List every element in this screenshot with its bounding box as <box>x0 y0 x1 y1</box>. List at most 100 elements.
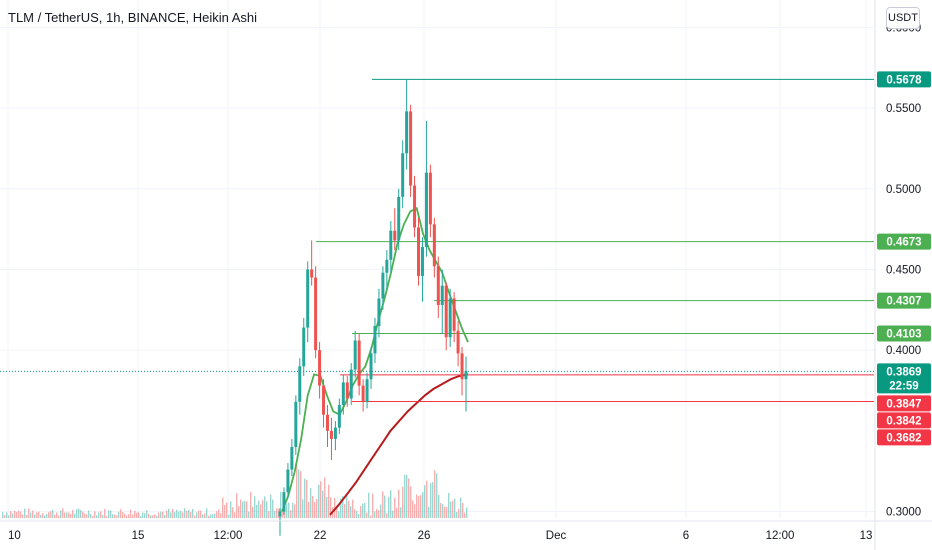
x-tick-label: 12:00 <box>214 530 243 542</box>
candle-body <box>373 325 377 354</box>
volume-bar <box>146 510 148 518</box>
volume-bar <box>188 509 190 518</box>
volume-bar <box>42 513 44 518</box>
price-tags: 0.5678 0.4673 0.4307 0.4103 0.3869 22:59 0.384… <box>877 71 931 446</box>
volume-bar <box>82 511 84 518</box>
volume-bar <box>130 509 132 518</box>
volume-bar <box>92 515 94 518</box>
volume-bar <box>356 511 358 518</box>
candle-body <box>464 371 468 380</box>
volume-bar <box>116 515 118 518</box>
volume-bar <box>276 508 278 518</box>
volume-bar <box>336 505 338 518</box>
volume-bar <box>132 514 134 518</box>
volume-bar <box>236 493 238 518</box>
volume-bar <box>382 491 384 518</box>
volume-bar <box>24 508 26 518</box>
volume-bar <box>414 504 416 518</box>
volume-bar <box>280 491 282 518</box>
volume-bar <box>96 515 98 518</box>
currency-button[interactable]: USDT <box>886 7 920 29</box>
volume-bar <box>150 515 152 518</box>
volume-bar <box>160 511 162 518</box>
volume-bar <box>226 502 228 518</box>
volume-bar <box>124 513 126 518</box>
volume-bar <box>460 497 462 518</box>
volume-bar <box>394 497 396 518</box>
price-tag-label: 0.3842 <box>886 415 921 427</box>
volume-bar <box>12 513 14 518</box>
volume-bar <box>390 490 392 518</box>
candle-body <box>322 385 326 415</box>
volume-bar <box>334 497 336 518</box>
volume-bar <box>428 507 430 518</box>
price-tag <box>877 325 931 342</box>
candle-body <box>377 298 381 326</box>
volume-bar <box>330 497 332 518</box>
volume-bar <box>80 510 82 518</box>
volume-bar <box>256 504 258 518</box>
volume-bar <box>50 511 52 518</box>
x-tick-label: Dec <box>546 530 567 542</box>
volume-bar <box>378 510 380 518</box>
candle-body <box>349 369 353 399</box>
volume-bar <box>344 503 346 518</box>
volume-bar <box>370 515 372 518</box>
volume-bar <box>134 511 136 518</box>
volume-bar <box>78 508 80 518</box>
volume-bar <box>262 500 264 518</box>
volume-bar <box>454 498 456 518</box>
volume-bar <box>272 499 274 518</box>
volume-bar <box>32 510 34 518</box>
candle-body <box>456 330 460 354</box>
x-tick-label: 6 <box>683 530 689 542</box>
candle-body <box>444 285 448 338</box>
x-tick-label: 12:00 <box>766 530 795 542</box>
volume-bar <box>10 511 12 518</box>
volume-bar <box>300 471 302 518</box>
volume-bar <box>16 512 18 518</box>
candle-body <box>397 196 401 241</box>
volume-bar <box>138 512 140 518</box>
volume-bar <box>88 510 90 518</box>
x-tick-label: 10 <box>8 530 21 542</box>
ma-slow-line <box>329 373 469 516</box>
volume-bar <box>56 512 58 518</box>
volume-bar <box>466 507 468 518</box>
volume-bar <box>152 515 154 518</box>
price-tag-label: 22:59 <box>889 380 918 392</box>
candle-body <box>417 227 421 276</box>
chart-title: TLM / TetherUS, 1h, BINANCE, Heikin Ashi <box>8 10 258 25</box>
volume-bar <box>14 510 16 518</box>
price-tag <box>877 429 931 446</box>
volume-bar <box>422 492 424 518</box>
volume-bar <box>148 513 150 518</box>
volume-bar <box>408 478 410 518</box>
volume-bar <box>70 513 72 518</box>
volume-bar <box>452 500 454 518</box>
volume-bar <box>174 512 176 518</box>
volume-bar <box>372 493 374 518</box>
volume-bar <box>224 504 226 518</box>
volume-bar <box>252 506 254 518</box>
time-axis[interactable]: 10 15 12:00 22 26 Dec 6 12:00 13 <box>0 520 932 542</box>
candle-body <box>424 172 428 247</box>
volume-bar <box>260 504 262 518</box>
y-tick-label: 0.4500 <box>886 264 921 276</box>
candle-body <box>318 350 322 386</box>
volume-bar <box>20 511 22 518</box>
volume-bar <box>434 470 436 518</box>
volume-bar <box>60 510 62 518</box>
volume-bar <box>380 504 382 518</box>
volume-bar <box>8 515 10 518</box>
volume-bar <box>218 509 220 518</box>
candle-body <box>440 285 444 305</box>
volume-bar <box>386 513 388 518</box>
volume-bar <box>248 511 250 518</box>
volume-bar <box>202 514 204 518</box>
volume-bar <box>326 496 328 518</box>
volume-bar <box>98 512 100 518</box>
volume-bar <box>74 513 76 518</box>
volume-bar <box>464 512 466 518</box>
